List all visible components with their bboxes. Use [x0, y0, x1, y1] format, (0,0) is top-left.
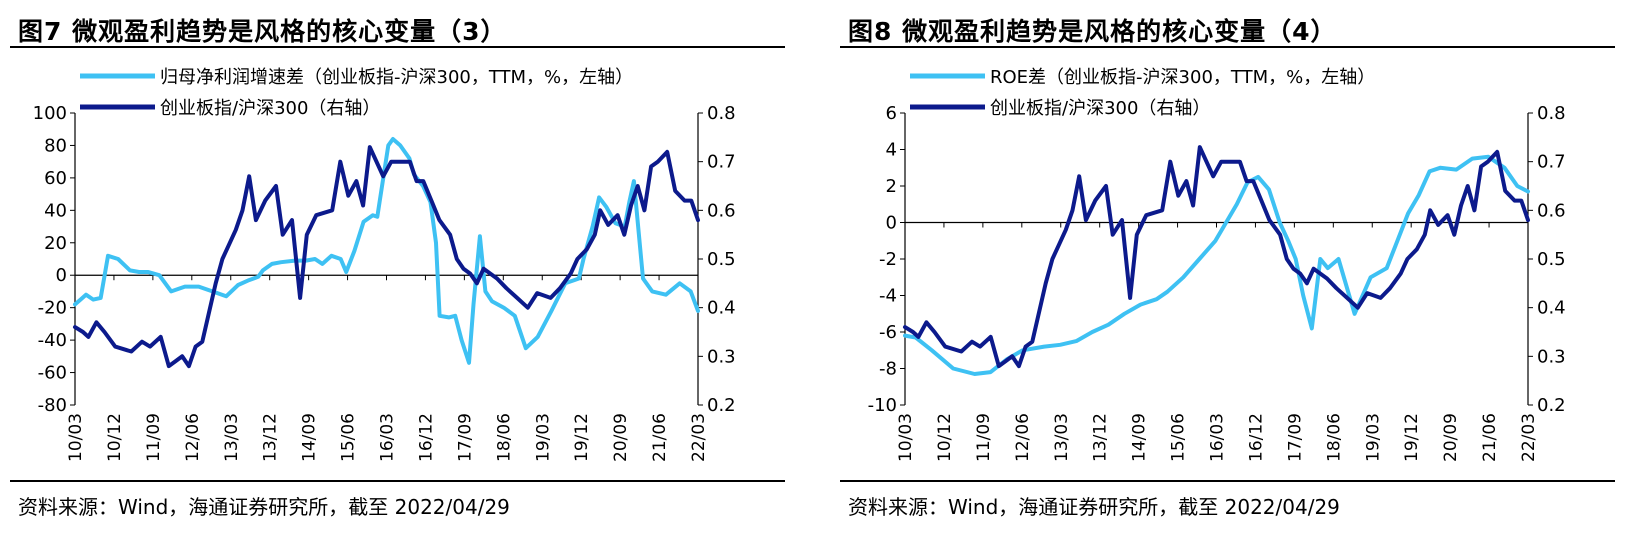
x-axis-tick-label: 16/12: [1246, 413, 1266, 462]
source-rule: [10, 480, 785, 482]
left-axis-tick-label: -60: [38, 363, 67, 384]
title-rule: [10, 46, 785, 48]
x-axis-tick-label: 16/12: [416, 413, 436, 462]
right-axis-tick-label: 0.6: [1537, 200, 1566, 221]
title-rule: [840, 46, 1615, 48]
left-axis-tick-label: 40: [44, 200, 67, 221]
x-axis-tick-label: 13/03: [1052, 413, 1072, 462]
left-axis-tick-label: 20: [44, 233, 67, 254]
left-axis-tick-label: 80: [44, 135, 67, 156]
x-axis-tick-label: 15/06: [1169, 413, 1189, 462]
left-axis-tick-label: -8: [879, 359, 897, 380]
left-axis-tick-label: 4: [886, 140, 897, 161]
x-axis-tick-label: 12/06: [1013, 413, 1033, 462]
x-axis-tick-label: 22/03: [1519, 413, 1539, 462]
chart-legend: 归母净利润增速差（创业板指-沪深300，TTM，%，左轴） 创业板指/沪深300（…: [80, 67, 633, 119]
x-axis-tick-label: 21/06: [1480, 413, 1500, 462]
x-axis-tick-label: 13/12: [261, 413, 281, 462]
right-axis-tick-label: 0.5: [707, 249, 736, 270]
x-axis-tick-label: 20/09: [611, 413, 631, 462]
x-axis-tick-label: 10/03: [66, 413, 86, 462]
x-axis-tick-label: 14/09: [1130, 413, 1150, 462]
left-axis-tick-label: -4: [879, 286, 897, 307]
x-axis-tick-label: 15/06: [339, 413, 359, 462]
left-axis-series-line: [903, 154, 1530, 376]
left-axis-tick-label: -80: [38, 395, 67, 416]
legend-label: 创业板指/沪深300（右轴）: [990, 98, 1210, 119]
figure-7-panel: 图7 微观盈利趋势是风格的核心变量（3） 归母净利润增速差（创业板指-沪深300…: [10, 0, 785, 539]
x-axis-tick-label: 16/03: [1208, 413, 1228, 462]
x-axis-tick-label: 19/03: [1363, 413, 1383, 462]
right-axis-tick-label: 0.7: [1537, 152, 1566, 173]
right-axis-tick-label: 0.7: [707, 152, 736, 173]
x-axis-tick-label: 17/09: [1285, 413, 1305, 462]
right-axis-tick-label: 0.8: [707, 103, 736, 124]
right-axis-tick-label: 0.4: [707, 298, 736, 319]
chart-legend: ROE差（创业板指-沪深300，TTM，%，左轴） 创业板指/沪深300（右轴）: [910, 67, 1375, 119]
legend-label: 归母净利润增速差（创业板指-沪深300，TTM，%，左轴）: [160, 67, 633, 88]
left-axis-tick-label: -20: [38, 298, 67, 319]
left-axis-tick-label: -2: [879, 249, 897, 270]
x-axis-tick-label: 13/12: [1091, 413, 1111, 462]
legend-label: ROE差（创业板指-沪深300，TTM，%，左轴）: [990, 67, 1375, 88]
x-axis-tick-label: 10/03: [896, 413, 916, 462]
x-axis-tick-label: 20/09: [1441, 413, 1461, 462]
line-chart-figure-7: 归母净利润增速差（创业板指-沪深300，TTM，%，左轴） 创业板指/沪深300（…: [33, 67, 736, 462]
x-axis-tick-label: 10/12: [935, 413, 955, 462]
source-note: 资料来源：Wind，海通证券研究所，截至 2022/04/29: [18, 495, 510, 519]
x-axis-tick-label: 17/09: [455, 413, 475, 462]
figure-title: 图7 微观盈利趋势是风格的核心变量（3）: [18, 17, 507, 46]
x-axis-tick-label: 13/03: [222, 413, 242, 462]
left-axis-tick-label: 0: [56, 265, 67, 286]
x-axis-tick-label: 14/09: [300, 413, 320, 462]
left-axis-series-line: [73, 137, 700, 365]
x-axis-tick-label: 11/09: [144, 413, 164, 462]
figure-title-bar: 图8 微观盈利趋势是风格的核心变量（4）: [840, 8, 1615, 46]
source-rule: [840, 480, 1615, 482]
right-axis-tick-label: 0.2: [1537, 395, 1566, 416]
x-axis-tick-label: 21/06: [650, 413, 670, 462]
source-note: 资料来源：Wind，海通证券研究所，截至 2022/04/29: [848, 495, 1340, 519]
left-axis-tick-label: 6: [886, 103, 897, 124]
right-axis-tick-label: 0.4: [1537, 298, 1566, 319]
right-axis-series-line: [73, 145, 700, 369]
x-axis-tick-label: 16/03: [378, 413, 398, 462]
x-axis-tick-label: 22/03: [689, 413, 709, 462]
x-axis-tick-label: 19/12: [572, 413, 592, 462]
left-axis-tick-label: 0: [886, 213, 897, 234]
figure-title-bar: 图7 微观盈利趋势是风格的核心变量（3）: [10, 8, 785, 46]
x-axis-tick-label: 18/06: [494, 413, 514, 462]
figure-8-panel: 图8 微观盈利趋势是风格的核心变量（4） ROE差（创业板指-沪深300，TTM…: [840, 0, 1615, 539]
right-axis-tick-label: 0.3: [707, 346, 736, 367]
right-axis-tick-label: 0.2: [707, 395, 736, 416]
x-axis-tick-label: 11/09: [974, 413, 994, 462]
x-axis-tick-label: 10/12: [105, 413, 125, 462]
left-axis-tick-label: 100: [33, 103, 67, 124]
right-axis-tick-label: 0.5: [1537, 249, 1566, 270]
line-chart-figure-8: ROE差（创业板指-沪深300，TTM，%，左轴） 创业板指/沪深300（右轴） 6…: [868, 67, 1566, 462]
right-axis-tick-label: 0.3: [1537, 346, 1566, 367]
right-axis-tick-label: 0.8: [1537, 103, 1566, 124]
left-axis-tick-label: -10: [868, 395, 897, 416]
left-axis-tick-label: 2: [886, 176, 897, 197]
x-axis-tick-label: 19/12: [1402, 413, 1422, 462]
left-axis-tick-label: 60: [44, 168, 67, 189]
x-axis-tick-label: 19/03: [533, 413, 553, 462]
x-axis-tick-label: 12/06: [183, 413, 203, 462]
left-axis-tick-label: -40: [38, 330, 67, 351]
right-axis-series-line: [903, 145, 1530, 369]
legend-label: 创业板指/沪深300（右轴）: [160, 98, 380, 119]
x-axis-tick-label: 18/06: [1324, 413, 1344, 462]
figure-title: 图8 微观盈利趋势是风格的核心变量（4）: [848, 17, 1337, 46]
left-axis-tick-label: -6: [879, 322, 897, 343]
right-axis-tick-label: 0.6: [707, 200, 736, 221]
